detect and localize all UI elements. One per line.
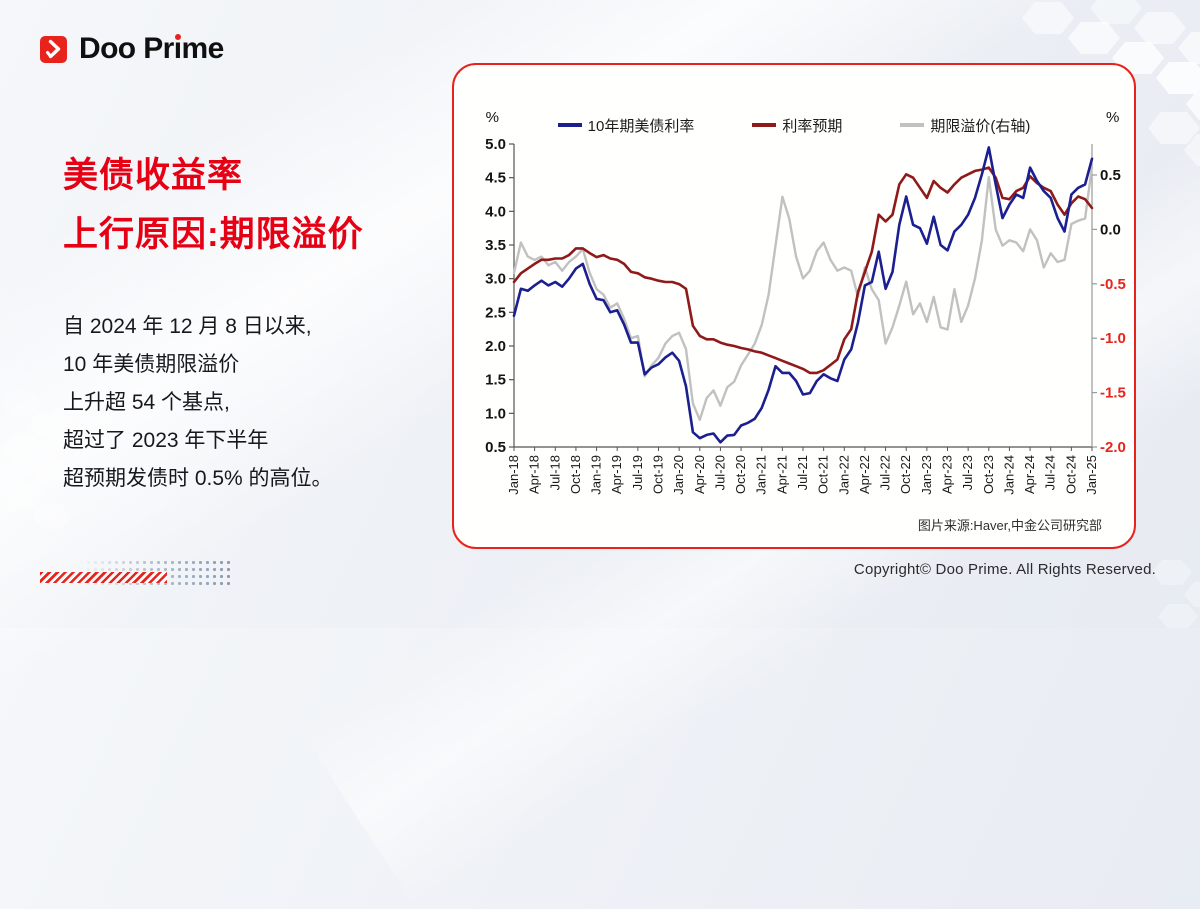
svg-text:Jan-20: Jan-20 — [671, 455, 686, 495]
svg-text:Jan-24: Jan-24 — [1001, 455, 1016, 495]
svg-text:Jan-25: Jan-25 — [1084, 455, 1099, 495]
source-note: 图片来源:Haver,中金公司研究部 — [917, 518, 1102, 533]
svg-text:0.0: 0.0 — [1100, 221, 1121, 238]
svg-text:Jul-19: Jul-19 — [630, 455, 645, 490]
svg-text:5.0: 5.0 — [485, 136, 506, 153]
page-title-line1: 美债收益率 — [63, 156, 244, 195]
page-title: 美债收益率 上行原因:期限溢价 — [63, 146, 364, 264]
svg-text:1.0: 1.0 — [485, 405, 506, 422]
doo-prime-logo-text: Doo Prime — [79, 32, 224, 66]
svg-text:-2.0: -2.0 — [1100, 439, 1126, 456]
series-line — [512, 166, 1094, 375]
logo-text-part1: Doo Pr — [79, 32, 174, 65]
copyright-text: Copyright© Doo Prime. All Rights Reserve… — [853, 561, 1156, 578]
svg-text:Jul-23: Jul-23 — [960, 455, 975, 490]
svg-text:Oct-21: Oct-21 — [816, 455, 831, 494]
svg-text:-1.5: -1.5 — [1100, 385, 1126, 402]
svg-text:Apr-18: Apr-18 — [527, 455, 542, 494]
chart-card: 10年期美债利率 利率预期 期限溢价(右轴) %% 5.0 4.5 4.0 3.5 3.0 2.… — [452, 63, 1136, 549]
page-title-line2: 上行原因:期限溢价 — [63, 215, 364, 254]
svg-text:Jan-19: Jan-19 — [589, 455, 604, 495]
svg-text:Jul-20: Jul-20 — [712, 455, 727, 490]
series-line — [512, 146, 1094, 444]
svg-text:-0.5: -0.5 — [1100, 276, 1126, 293]
red-hatched-bar-decoration — [40, 572, 167, 583]
svg-text:Jan-18: Jan-18 — [506, 455, 521, 495]
svg-text:Apr-24: Apr-24 — [1022, 455, 1037, 494]
svg-text:%: % — [1106, 109, 1119, 126]
logo-text-part3: me — [181, 32, 225, 65]
svg-text:Apr-19: Apr-19 — [609, 455, 624, 494]
svg-text:Oct-24: Oct-24 — [1063, 455, 1078, 494]
svg-text:Apr-23: Apr-23 — [940, 455, 955, 494]
summary-line: 上升超 54 个基点, — [63, 391, 230, 414]
svg-text:Jan-21: Jan-21 — [754, 455, 769, 495]
summary-line: 超预期发债时 0.5% 的高位。 — [63, 467, 333, 490]
svg-text:Jan-23: Jan-23 — [919, 455, 934, 495]
svg-text:Oct-20: Oct-20 — [733, 455, 748, 494]
svg-text:Apr-22: Apr-22 — [857, 455, 872, 494]
svg-text:Apr-20: Apr-20 — [692, 455, 707, 494]
line-chart: % % 5.0 4.5 4.0 3.5 3.0 2.5 2.0 1.5 1.0 0.5 0.5 0.0 -0… — [485, 109, 1126, 495]
svg-text:%: % — [486, 109, 499, 126]
svg-text:Oct-23: Oct-23 — [981, 455, 996, 494]
svg-text:Jul-22: Jul-22 — [878, 455, 893, 490]
logo-text-i: i — [173, 32, 182, 65]
svg-text:Oct-18: Oct-18 — [568, 455, 583, 494]
doo-prime-logo: Doo Prime — [40, 32, 224, 66]
svg-text:2.0: 2.0 — [485, 338, 506, 355]
summary-line: 自 2024 年 12 月 8 日以来, — [63, 315, 312, 338]
svg-text:3.5: 3.5 — [485, 237, 506, 254]
svg-text:Oct-22: Oct-22 — [898, 455, 913, 494]
poster-canvas: { "brand": { "logo_part1": "Doo Pr", "lo… — [0, 0, 1200, 628]
svg-text:Jul-18: Jul-18 — [547, 455, 562, 490]
svg-text:4.0: 4.0 — [485, 203, 506, 220]
svg-text:Jul-24: Jul-24 — [1043, 455, 1058, 490]
svg-text:4.5: 4.5 — [485, 170, 506, 187]
doo-prime-logo-icon — [40, 35, 67, 63]
series-line — [512, 165, 1094, 421]
svg-text:Jul-21: Jul-21 — [795, 455, 810, 490]
svg-text:0.5: 0.5 — [485, 439, 506, 456]
svg-text:Oct-19: Oct-19 — [651, 455, 666, 494]
svg-text:3.0: 3.0 — [485, 271, 506, 288]
svg-text:1.5: 1.5 — [485, 372, 506, 389]
svg-text:Apr-21: Apr-21 — [774, 455, 789, 494]
summary-text: 自 2024 年 12 月 8 日以来, 10 年美债期限溢价 上升超 54 个… — [63, 308, 333, 498]
arrow-icon — [46, 39, 61, 58]
svg-text:2.5: 2.5 — [485, 304, 506, 321]
svg-text:Jan-22: Jan-22 — [836, 455, 851, 495]
svg-text:0.5: 0.5 — [1100, 167, 1121, 184]
summary-line: 10 年美债期限溢价 — [63, 353, 240, 376]
svg-text:-1.0: -1.0 — [1100, 330, 1126, 347]
summary-line: 超过了 2023 年下半年 — [63, 429, 269, 452]
